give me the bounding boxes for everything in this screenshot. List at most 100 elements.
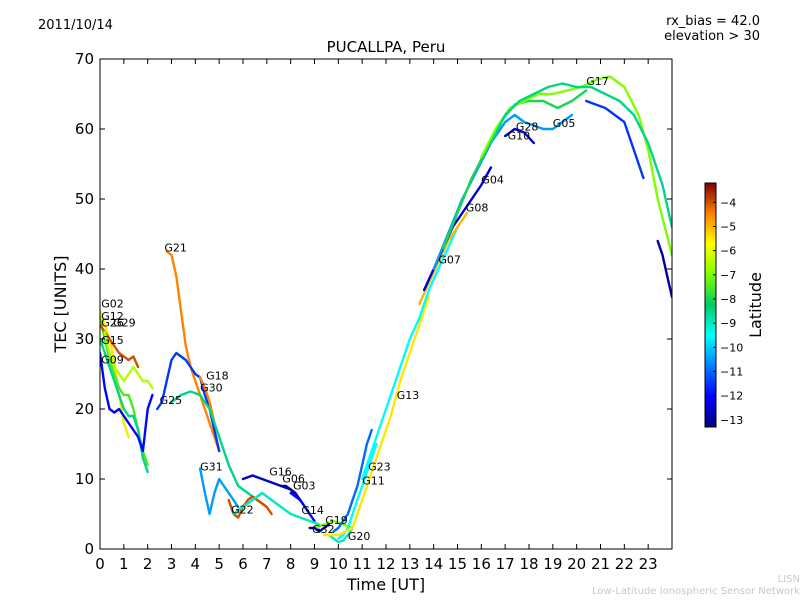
x-tick-label: 12 <box>376 555 395 573</box>
x-tick-label: 15 <box>448 555 467 573</box>
prn-label-g13: G13 <box>397 389 420 402</box>
x-tick-label: 7 <box>262 555 272 573</box>
series-line-g02 <box>100 309 130 439</box>
y-tick-label: 50 <box>75 190 94 208</box>
colorbar-label: Latitude <box>746 272 765 338</box>
y-tick-label: 20 <box>75 400 94 418</box>
x-tick-label: 6 <box>238 555 248 573</box>
prn-label-g17: G17 <box>586 75 609 88</box>
prn-label-g05: G05 <box>553 117 576 130</box>
colorbar-tick-label: −4 <box>720 196 736 209</box>
series-line-g30 <box>170 390 268 509</box>
x-tick-label: 3 <box>167 555 177 573</box>
x-tick-label: 1 <box>119 555 129 573</box>
colorbar-tick-label: −9 <box>720 317 736 330</box>
series-line-g29 <box>103 330 154 390</box>
colorbar <box>704 182 717 428</box>
prn-label-g14: G14 <box>301 504 324 517</box>
prn-label-g29: G29 <box>113 316 136 329</box>
series-line-g22 <box>227 495 273 519</box>
x-tick-label: 20 <box>567 555 586 573</box>
prn-label-g18: G18 <box>206 370 229 383</box>
x-tick-label: 13 <box>400 555 419 573</box>
colorbar-tick-label: −12 <box>720 390 743 403</box>
prn-label-g25: G25 <box>160 394 183 407</box>
colorbar-tick-label: −11 <box>720 365 743 378</box>
date-label: 2011/10/14 <box>38 18 113 33</box>
y-tick-label: 70 <box>75 50 94 68</box>
prn-label-g23: G23 <box>368 461 391 474</box>
x-tick-label: 16 <box>472 555 491 573</box>
series-line-g24 <box>585 99 645 180</box>
prn-label-g04: G04 <box>481 174 504 187</box>
colorbar-tick-label: −13 <box>720 414 743 427</box>
colorbar-tick-label: −7 <box>720 269 736 282</box>
prn-label-g21: G21 <box>164 242 187 255</box>
prn-label-g20: G20 <box>348 530 371 543</box>
colorbar-tick-label: −8 <box>720 293 736 306</box>
x-tick-label: 18 <box>519 555 538 573</box>
prn-label-g22: G22 <box>231 503 254 516</box>
series-line-g23 <box>332 428 373 533</box>
y-tick-label: 0 <box>84 540 94 558</box>
prn-label-g08: G08 <box>466 202 489 215</box>
series-line-g08 <box>418 211 469 306</box>
colorbar-tick-label: −6 <box>720 245 736 258</box>
series-line-g31 <box>198 467 240 516</box>
x-tick-label: 23 <box>639 555 658 573</box>
prn-label-g09: G09 <box>101 354 124 367</box>
x-tick-label: 2 <box>143 555 153 573</box>
x-tick-label: 8 <box>286 555 296 573</box>
x-tick-label: 10 <box>329 555 348 573</box>
prn-label-g30: G30 <box>200 382 223 395</box>
prn-label-g07: G07 <box>438 253 461 266</box>
chart-title: PUCALLPA, Peru <box>326 38 446 56</box>
y-tick-label: 30 <box>75 330 94 348</box>
prn-label-g15: G15 <box>101 334 124 347</box>
x-axis-label: Time [UT] <box>346 575 425 594</box>
footer-org-short: LISN <box>777 574 800 585</box>
series-line-g21 <box>165 250 221 453</box>
prn-label-g06: G06 <box>282 473 305 486</box>
x-tick-label: 0 <box>95 555 105 573</box>
rx-bias-label: rx_bias = 42.0 <box>666 14 760 29</box>
series-line-g01 <box>489 82 672 229</box>
prn-label-g10: G10 <box>508 130 531 143</box>
series-line-g20 <box>327 526 354 544</box>
x-tick-label: 19 <box>543 555 562 573</box>
prn-label-g03: G03 <box>293 480 316 493</box>
series-line-g07 <box>361 225 459 481</box>
colorbar-ticks: −4 −5 −6 −7 −8 −9 −10 −11 −12 −13 <box>713 196 743 427</box>
y-tick-label: 40 <box>75 260 94 278</box>
y-tick-label: 10 <box>75 470 94 488</box>
colorbar-tick-label: −5 <box>720 220 736 233</box>
x-tick-label: 14 <box>424 555 443 573</box>
x-tick-label: 9 <box>310 555 320 573</box>
series-layer <box>100 75 672 544</box>
footer-org-full: Low-Latitude Ionospheric Sensor Network <box>592 586 800 597</box>
prn-label-g19: G19 <box>325 514 348 527</box>
prn-label-g11: G11 <box>362 475 385 488</box>
series-line-g27 <box>656 239 672 299</box>
y-tick-label: 60 <box>75 120 94 138</box>
elevation-label: elevation > 30 <box>664 29 760 44</box>
prn-label-g02: G02 <box>101 298 124 311</box>
prn-label-g26: G26 <box>101 316 124 329</box>
series-line-g03 <box>289 491 316 523</box>
y-axis-label: TEC [UNITS] <box>51 256 70 354</box>
footer: LISN Low-Latitude Ionospheric Sensor Net… <box>592 574 800 598</box>
series-line-g13 <box>322 295 431 537</box>
prn-label-g16: G16 <box>269 466 292 479</box>
prn-label-g28: G28 <box>516 120 539 133</box>
x-tick-label: 21 <box>591 555 610 573</box>
x-tick-label: 11 <box>353 555 372 573</box>
x-tick-label: 5 <box>214 555 224 573</box>
series-line-g10 <box>504 127 535 145</box>
prn-label-g12: G12 <box>101 310 124 323</box>
series-line-g09 <box>100 351 154 453</box>
series-line-g32 <box>308 523 330 533</box>
colorbar-tick-label: −10 <box>720 341 743 354</box>
axis-ticks: 0 1 2 3 4 5 6 7 8 9 10 11 12 13 14 15 16 17 18 19 20 21 22 2301… <box>75 50 672 573</box>
x-tick-label: 4 <box>191 555 201 573</box>
